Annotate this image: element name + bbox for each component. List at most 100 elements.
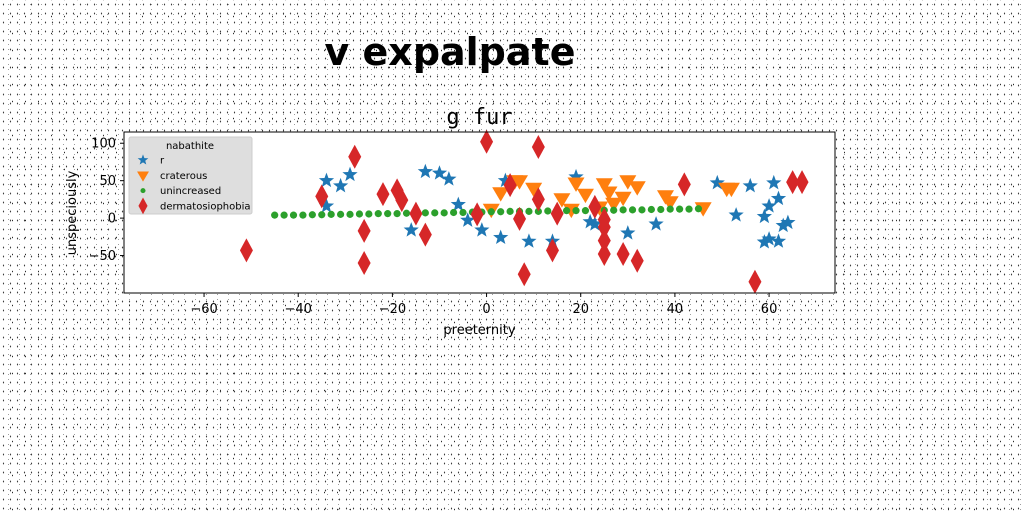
x-tick-label: 40	[667, 302, 684, 317]
data-point-dermatosiophobia	[597, 228, 611, 253]
y-tick-label: 50	[99, 174, 116, 189]
legend: nabathite r craterous unincreased dermatosi…	[128, 136, 253, 215]
x-axis-ticks: −60 −40 −20 0 20 40 60	[190, 293, 777, 317]
data-point-dermatosiophobia	[795, 170, 809, 195]
data-point-craterous	[576, 188, 594, 204]
data-point-craterous	[605, 197, 623, 213]
data-point-unincreased	[563, 207, 571, 215]
data-point-unincreased	[657, 205, 665, 214]
data-point-r	[620, 225, 636, 240]
legend-label: dermatosiophobia	[160, 201, 251, 212]
data-point-r	[756, 234, 772, 249]
data-point-dermatosiophobia	[513, 206, 527, 231]
data-point-unincreased	[402, 209, 411, 217]
data-point-unincreased	[384, 210, 392, 218]
x-tick-label: 60	[761, 302, 778, 317]
data-point-r	[766, 174, 782, 190]
legend-label: unincreased	[160, 186, 221, 197]
data-point-dermatosiophobia	[597, 242, 611, 267]
y-axis-ticks: −50 0 50 100	[89, 137, 124, 264]
data-point-unincreased	[572, 207, 580, 215]
x-tick-label: 0	[482, 302, 490, 317]
data-point-dermatosiophobia	[630, 248, 644, 273]
data-point-dermatosiophobia	[376, 182, 390, 207]
figure-suptitle: v expalpate	[324, 30, 576, 74]
legend-marker-unincreased	[140, 188, 146, 194]
data-point-craterous	[525, 182, 543, 198]
data-point-unincreased	[280, 211, 288, 219]
data-point-r	[761, 198, 777, 213]
data-point-r	[493, 229, 509, 245]
data-point-unincreased	[327, 210, 335, 218]
data-point-craterous	[722, 182, 740, 198]
data-point-unincreased	[497, 208, 505, 216]
legend-label: r	[160, 156, 165, 167]
data-point-craterous	[595, 178, 613, 193]
data-point-unincreased	[459, 208, 467, 217]
legend-marker-r	[137, 154, 149, 165]
data-point-unincreased	[440, 209, 448, 217]
y-tick-label: 0	[108, 212, 116, 227]
data-point-dermatosiophobia	[550, 201, 564, 226]
data-point-craterous	[614, 191, 632, 207]
data-point-dermatosiophobia	[545, 238, 559, 263]
data-point-dermatosiophobia	[470, 202, 484, 227]
legend-marker-dermatosiophobia	[138, 197, 148, 215]
data-point-r	[756, 208, 772, 224]
data-point-unincreased	[694, 205, 703, 213]
data-point-dermatosiophobia	[677, 172, 691, 197]
data-point-unincreased	[299, 211, 307, 219]
data-point-craterous	[567, 177, 585, 192]
data-point-dermatosiophobia	[239, 238, 253, 263]
data-point-dermatosiophobia	[348, 144, 362, 169]
data-point-craterous	[628, 181, 646, 196]
x-tick-label: −40	[284, 302, 311, 317]
data-point-craterous	[661, 196, 679, 211]
data-point-unincreased	[365, 210, 373, 218]
data-point-unincreased	[318, 211, 326, 219]
data-point-dermatosiophobia	[357, 218, 371, 243]
data-point-dermatosiophobia	[531, 187, 545, 212]
data-point-dermatosiophobia	[480, 129, 494, 154]
x-tick-label: −20	[379, 302, 406, 317]
data-point-unincreased	[666, 205, 674, 213]
data-point-dermatosiophobia	[786, 170, 800, 195]
data-point-r	[568, 168, 584, 184]
data-point-r	[318, 198, 335, 213]
data-point-unincreased	[487, 208, 495, 216]
data-point-unincreased	[628, 206, 637, 214]
data-point-craterous	[619, 175, 637, 190]
data-point-dermatosiophobia	[395, 188, 409, 213]
data-point-r	[587, 216, 603, 231]
data-point-unincreased	[308, 211, 316, 219]
x-tick-label: 20	[572, 302, 589, 317]
data-point-dermatosiophobia	[597, 215, 611, 240]
data-point-r	[709, 174, 725, 190]
data-point-unincreased	[393, 210, 401, 218]
data-point-r	[770, 233, 787, 248]
plot-frame	[123, 131, 836, 294]
data-point-unincreased	[506, 207, 514, 215]
data-point-unincreased	[619, 206, 627, 214]
chart-marks	[239, 129, 809, 294]
data-point-dermatosiophobia	[503, 173, 517, 198]
data-point-r	[761, 231, 777, 246]
data-point-unincreased	[450, 208, 458, 217]
data-point-r	[417, 163, 433, 179]
x-axis-label: preeternity	[443, 323, 515, 338]
data-point-r	[431, 165, 448, 180]
y-axis-label: unspeciously	[65, 170, 80, 255]
data-point-unincreased	[289, 211, 298, 219]
data-point-unincreased	[638, 206, 646, 214]
data-point-r	[450, 196, 466, 212]
data-point-r	[497, 172, 514, 188]
data-point-unincreased	[610, 206, 618, 214]
data-point-unincreased	[431, 209, 439, 217]
data-point-dermatosiophobia	[517, 262, 531, 287]
data-point-dermatosiophobia	[588, 194, 602, 219]
data-point-unincreased	[421, 209, 429, 217]
data-point-dermatosiophobia	[409, 201, 423, 226]
data-point-r	[460, 212, 476, 227]
data-point-unincreased	[271, 211, 279, 219]
legend-label: craterous	[160, 171, 207, 182]
